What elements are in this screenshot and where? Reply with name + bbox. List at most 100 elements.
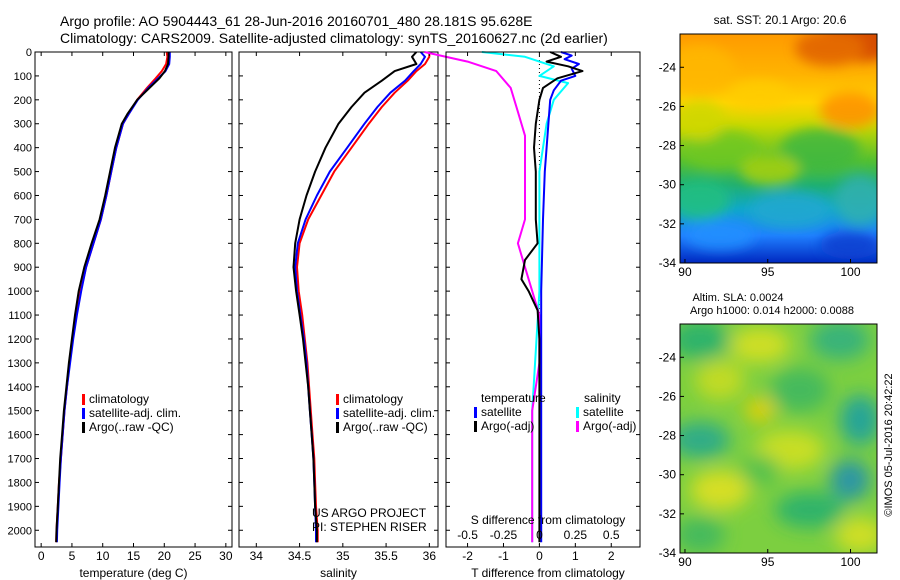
legend-title-salinity: salinity bbox=[584, 391, 621, 405]
map-y-tick-label: -28 bbox=[659, 139, 677, 153]
timestamp-stamp: ©IMOS 05-Jul-2016 20:42:22 bbox=[883, 373, 895, 516]
sla-blob bbox=[775, 492, 845, 528]
legend-label: Argo(..raw -QC) bbox=[343, 420, 428, 434]
x-tick-label: 35.5 bbox=[374, 549, 398, 563]
x-tick-label: 5 bbox=[69, 549, 76, 563]
y-tick-label: 900 bbox=[14, 262, 32, 274]
y-tick-label: 1300 bbox=[8, 358, 32, 370]
y-tick-label: 1400 bbox=[8, 382, 32, 394]
difference-panel: -2 -1 0 1 2 -0.5 -0.25 0 0.25 0.5S difference fro… bbox=[424, 51, 641, 580]
x-tick-label: 36 bbox=[423, 549, 437, 563]
legend-swatch bbox=[336, 422, 339, 433]
sla-blob bbox=[830, 460, 870, 500]
sla-texture bbox=[680, 324, 877, 553]
temperature-panel: 0100200300400500600700800900100011001200… bbox=[8, 47, 233, 580]
map-y-tick-label: -26 bbox=[659, 389, 677, 403]
map-x-tick-label: 100 bbox=[840, 265, 860, 279]
map-y-tick-label: -24 bbox=[659, 60, 677, 74]
map-y-tick-label: -30 bbox=[659, 178, 677, 192]
legend-title-temperature: temperature bbox=[481, 391, 546, 405]
pi-annotation: PI: STEPHEN RISER bbox=[312, 520, 427, 534]
x-tick-label: 15 bbox=[127, 549, 141, 563]
legend-swatch bbox=[576, 421, 579, 432]
temperature-plot-frame bbox=[34, 51, 233, 548]
y-tick-label: 700 bbox=[14, 214, 32, 226]
sla-blob bbox=[730, 327, 790, 363]
sla-blob bbox=[745, 398, 775, 422]
figure-title-line-2: Climatology: CARS2009. Satellite-adjuste… bbox=[60, 30, 608, 46]
sst-blob bbox=[835, 175, 877, 225]
x-tick-label: 34.5 bbox=[288, 549, 312, 563]
sla-blob bbox=[770, 368, 830, 412]
legend-swatch bbox=[576, 407, 579, 418]
x-tick-label: -1 bbox=[498, 549, 509, 563]
y-tick-label: 1100 bbox=[8, 310, 32, 322]
sla-blob bbox=[680, 422, 730, 458]
sla-map-subtitle: Argo h1000: 0.014 h2000: 0.0088 bbox=[690, 305, 854, 317]
sla-map-image bbox=[680, 324, 877, 553]
sst-blob bbox=[740, 155, 800, 185]
map-x-tick-label: 95 bbox=[761, 265, 775, 279]
sla-blob bbox=[840, 395, 877, 445]
legend-swatch bbox=[474, 407, 477, 418]
sst-blob bbox=[820, 92, 877, 128]
sst-blob bbox=[680, 45, 735, 95]
map-frame bbox=[679, 323, 878, 554]
y-tick-label: 1500 bbox=[8, 406, 32, 418]
x-tick-label: 0 bbox=[38, 549, 45, 563]
sst-blob bbox=[685, 220, 755, 250]
y-tick-label: 0 bbox=[26, 47, 32, 59]
sla-blob bbox=[835, 517, 877, 553]
legend-label: climatology bbox=[89, 392, 149, 406]
legend-label: satellite bbox=[583, 405, 624, 419]
y-tick-label: 600 bbox=[14, 190, 32, 202]
sst-blob bbox=[730, 80, 790, 110]
map-x-tick-label: 90 bbox=[678, 555, 692, 569]
y-tick-label: 2000 bbox=[8, 525, 32, 537]
series-line bbox=[520, 51, 584, 543]
sla-blob bbox=[810, 324, 870, 360]
y-tick-label: 400 bbox=[14, 143, 32, 155]
x-tick-label: 35 bbox=[336, 549, 350, 563]
salinity-plot-frame bbox=[238, 51, 439, 548]
legend-swatch bbox=[82, 422, 85, 433]
t-difference-x-axis-label: T difference from climatology bbox=[471, 566, 625, 580]
x-tick-label: -2 bbox=[462, 549, 473, 563]
s-tick-label: -0.25 bbox=[490, 528, 518, 542]
s-tick-label: 0.25 bbox=[564, 528, 588, 542]
map-y-tick-label: -32 bbox=[659, 507, 677, 521]
legend-swatch bbox=[82, 408, 85, 419]
legend-swatch bbox=[474, 421, 477, 432]
map-y-tick-label: -34 bbox=[659, 256, 677, 270]
sst-blob bbox=[820, 231, 877, 259]
map-y-tick-label: -24 bbox=[659, 350, 677, 364]
series-line bbox=[55, 51, 169, 543]
x-tick-label: 30 bbox=[219, 549, 233, 563]
y-tick-label: 1800 bbox=[8, 477, 32, 489]
map-x-tick-label: 95 bbox=[761, 555, 775, 569]
series-line bbox=[292, 51, 418, 543]
sst-blob bbox=[680, 100, 725, 140]
map-y-tick-label: -32 bbox=[659, 217, 677, 231]
sst-texture bbox=[680, 34, 877, 259]
sst-blob bbox=[795, 34, 865, 66]
y-tick-label: 1000 bbox=[8, 286, 32, 298]
map-y-tick-label: -30 bbox=[659, 468, 677, 482]
y-tick-label: 300 bbox=[14, 119, 32, 131]
project-annotation: US ARGO PROJECT bbox=[312, 506, 427, 520]
map-frame bbox=[679, 33, 878, 264]
temperature-x-axis-label: temperature (deg C) bbox=[79, 566, 187, 580]
y-tick-label: 200 bbox=[14, 95, 32, 107]
x-tick-label: 34 bbox=[250, 549, 264, 563]
y-tick-label: 1900 bbox=[8, 501, 32, 513]
legend-label: Argo(-adj) bbox=[583, 419, 636, 433]
legend-label: satellite-adj. clim. bbox=[89, 406, 181, 420]
difference-plot-frame bbox=[445, 51, 641, 548]
sla-blob bbox=[740, 455, 780, 485]
series-line bbox=[55, 52, 171, 543]
y-tick-label: 1700 bbox=[8, 454, 32, 466]
x-tick-label: 25 bbox=[188, 549, 202, 563]
series-line bbox=[424, 51, 541, 543]
